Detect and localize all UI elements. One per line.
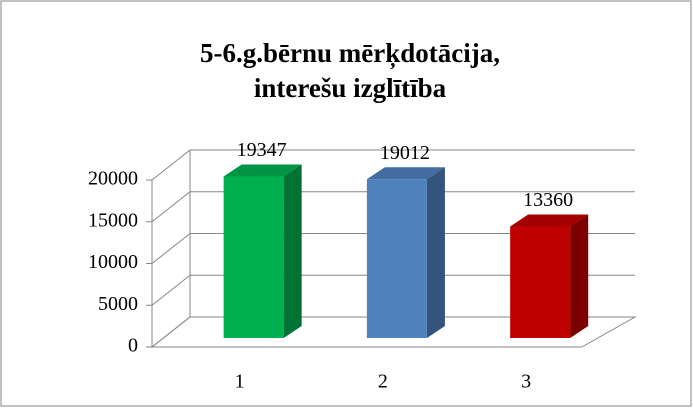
data-label: 19012: [380, 142, 430, 164]
bar-side: [426, 167, 445, 338]
y-tick-label: 10000: [88, 251, 138, 273]
grid-line: [151, 233, 635, 264]
bar-top-shade: [366, 167, 445, 180]
bar: [366, 179, 427, 338]
bar-top: [223, 164, 302, 177]
bar-top-shade: [510, 214, 589, 227]
chart-title: 5-6.g.bērnu mērķdotācija,: [200, 38, 500, 70]
y-tick-label: 5000: [98, 293, 138, 315]
bar: [223, 176, 284, 338]
bar-top-shade: [223, 164, 302, 177]
grid-line: [151, 149, 635, 181]
bar-side-shade: [570, 214, 589, 338]
y-tick-label: 15000: [88, 209, 138, 231]
bar-side: [570, 214, 589, 338]
y-tick-label: 20000: [88, 168, 138, 190]
bar-side-shade: [426, 167, 445, 338]
chart-title: interešu izglītība: [254, 73, 447, 103]
bar-side-shade: [283, 164, 302, 338]
x-tick-label: 1: [235, 371, 245, 393]
data-label: 13360: [523, 189, 573, 211]
bar-top: [366, 167, 445, 180]
x-tick-label: 2: [378, 371, 388, 393]
bar-top: [510, 214, 589, 227]
grid-line: [151, 191, 635, 223]
grid-line: [151, 274, 635, 306]
data-label: 19347: [237, 139, 287, 161]
y-tick-label: 0: [128, 335, 138, 357]
bar: [510, 226, 571, 338]
x-tick-label: 3: [521, 371, 531, 393]
bar-side: [283, 164, 302, 338]
grid-line: [151, 316, 635, 348]
